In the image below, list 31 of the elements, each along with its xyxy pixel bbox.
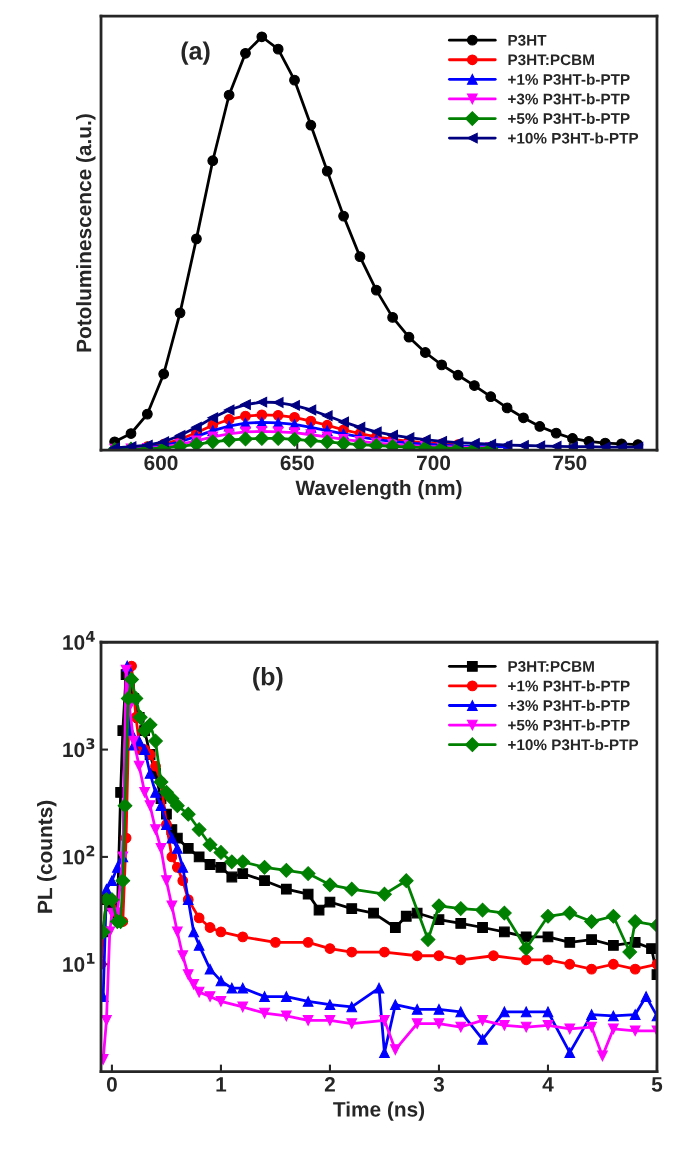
legend-label: +5% P3HT-b-PTP bbox=[508, 112, 630, 125]
legend-label: +10% P3HT-b-PTP bbox=[508, 132, 639, 144]
x-axis-title: Wavelength (nm) bbox=[295, 479, 462, 500]
x-axis-title: Time (ns) bbox=[333, 1101, 425, 1121]
legend-label: +5% P3HT-b-PTP bbox=[508, 719, 630, 731]
legend-label: +1% P3HT-b-PTP bbox=[508, 680, 630, 692]
x-tick-label: 600 bbox=[144, 455, 178, 471]
y-axis-title: Potoluminescence (a.u.) bbox=[76, 114, 96, 352]
x-tick-label: 3 bbox=[433, 1076, 444, 1092]
x-tick-label: 1 bbox=[216, 1077, 227, 1092]
x-tick-label: 700 bbox=[417, 455, 451, 471]
y-tick-label: 10$^{4}$ bbox=[63, 631, 95, 650]
x-tick-label: 4 bbox=[542, 1077, 554, 1092]
y-tick-label: 10$^{1}$ bbox=[63, 953, 95, 972]
y-tick-label: 10$^{2}$ bbox=[63, 845, 95, 865]
legend-label: +3% P3HT-b-PTP bbox=[508, 93, 630, 105]
legend-label: +1% P3HT-b-PTP bbox=[508, 73, 630, 85]
y-tick-label: 10$^{3}$ bbox=[63, 738, 95, 758]
legend-label: +3% P3HT-b-PTP bbox=[508, 699, 630, 712]
x-tick-label: 2 bbox=[324, 1076, 335, 1092]
x-tick-label: 5 bbox=[651, 1077, 663, 1092]
text: (b) bbox=[253, 667, 283, 691]
legend-label: P3HT:PCBM bbox=[508, 54, 594, 66]
y-axis-title: PL (counts) bbox=[37, 800, 57, 913]
chart-title: (a) bbox=[181, 41, 210, 65]
legend-label: P3HT:PCBM bbox=[508, 660, 594, 672]
legend-label: +10% P3HT-b-PTP bbox=[508, 738, 639, 751]
legend-label: P3HT bbox=[508, 34, 547, 46]
x-tick-label: 750 bbox=[553, 455, 587, 471]
x-tick-label: 650 bbox=[280, 455, 314, 471]
x-tick-label: 0 bbox=[106, 1076, 117, 1092]
